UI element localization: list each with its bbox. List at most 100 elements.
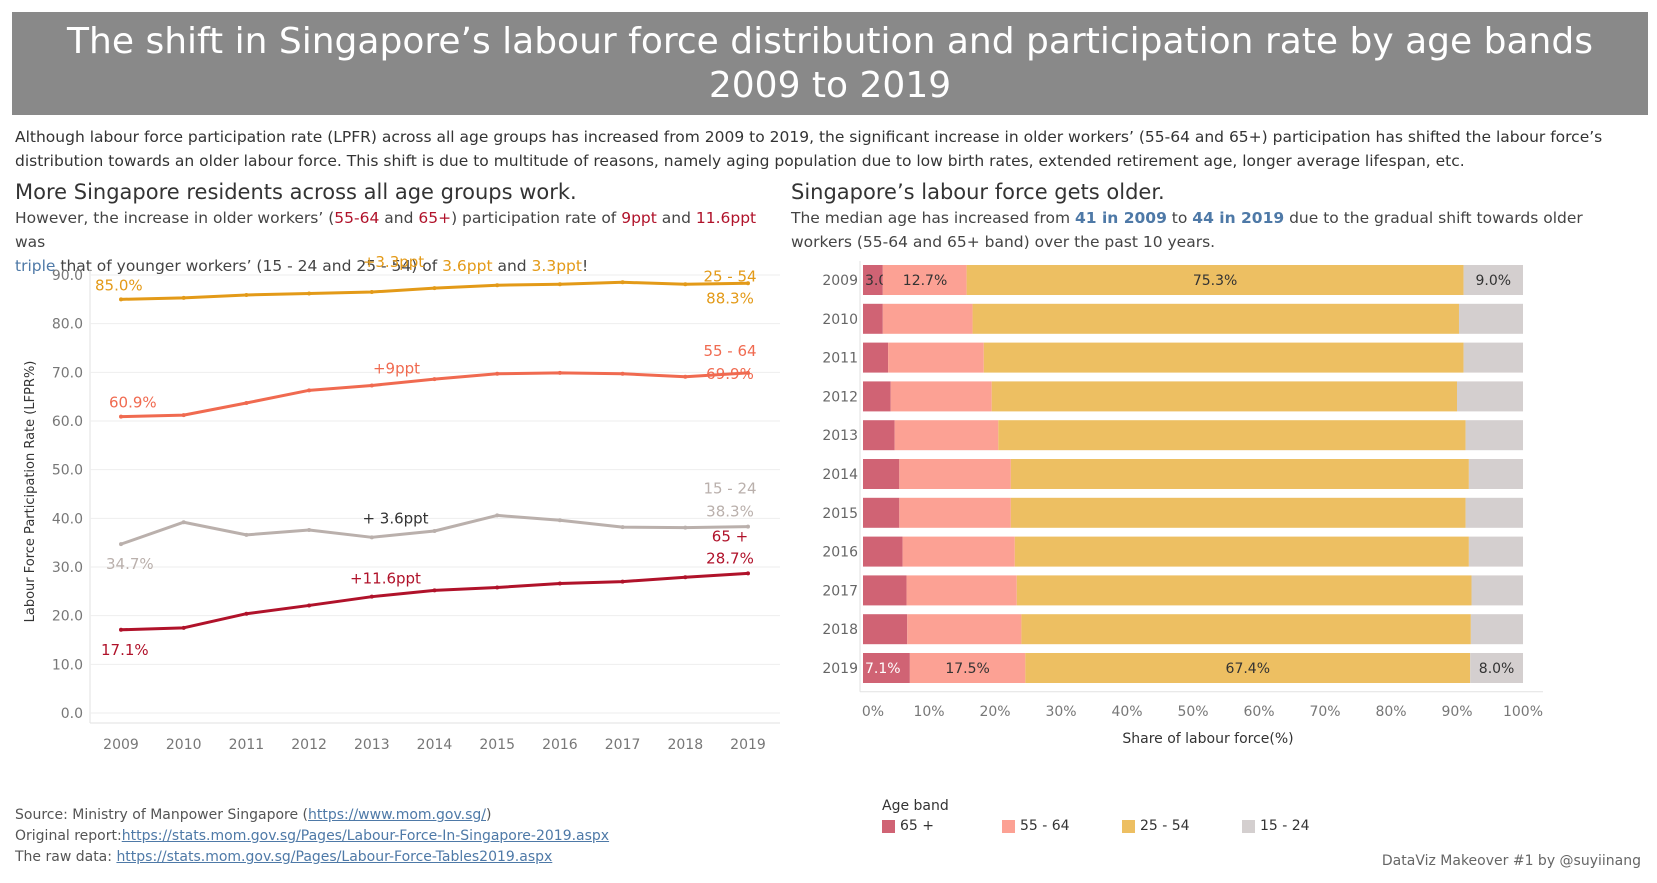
series-line-0 [120,280,749,301]
data-point [683,525,688,530]
subtitle-highlight: 3.6ppt [442,257,493,275]
bar-value-label: 17.5% [945,661,989,677]
x-tick-label: 0% [862,704,884,720]
x-tick-label: 90% [1441,704,1472,720]
data-point [620,280,625,285]
y-tick-label: 80.0 [52,317,83,333]
data-point [495,585,500,590]
data-point [746,281,750,286]
data-point [181,520,186,525]
data-point [307,388,312,393]
source-link-report[interactable]: https://stats.mom.gov.sg/Pages/Labour-Fo… [121,828,610,844]
end-value-label: 28.7% [706,549,754,567]
data-point [557,518,562,523]
legend-item: 55 - 64 [1002,818,1122,834]
source-link-mom[interactable]: https://www.mom.gov.sg/ [308,807,486,823]
x-tick-label: 80% [1375,704,1406,720]
legend-item: 65 + [882,818,1002,834]
end-value-label: 88.3% [706,289,754,307]
x-tick-label: 70% [1309,704,1340,720]
series-name-label: 15 - 24 [703,480,756,498]
bar-value-label: 7.1% [865,661,901,677]
bar-segment [863,303,883,334]
line-chart-title: More Singapore residents across all age … [15,180,577,204]
x-tick-label: 2018 [667,737,703,753]
data-point [181,413,186,418]
y-tick-label: 30.0 [52,560,83,576]
source-link-raw-data[interactable]: https://stats.mom.gov.sg/Pages/Labour-Fo… [116,849,553,865]
data-point [244,611,249,616]
source-text: ) [486,807,492,823]
bar-value-label: 9.0% [1476,273,1512,289]
bar-segment [907,614,1022,645]
y-tick-label: 50.0 [52,463,83,479]
x-tick-label: 2009 [103,737,139,753]
subtitle-text: ) participation rate of [451,209,622,227]
bar-segment [966,265,1464,295]
bar-segment [1471,575,1523,606]
data-point [181,625,186,630]
data-point [495,371,500,376]
bar-segment [1010,459,1469,489]
y-axis-title: Labour Force Participation Rate (LFPR%) [23,361,38,623]
y-tick-label: 90.0 [52,268,83,284]
x-tick-label: 20% [979,704,1010,720]
bar-segment [1465,497,1523,528]
data-point [557,370,562,375]
series-name-label: 55 - 64 [703,342,756,360]
y-tick-label: 2018 [822,622,858,638]
y-tick-label: 70.0 [52,365,83,381]
start-value-label: 17.1% [101,641,149,659]
change-label: +9ppt [373,359,420,377]
subtitle-text: was [15,233,46,251]
subtitle-highlight: 44 in 2019 [1192,209,1285,227]
data-point [119,627,123,632]
x-tick-label: 2012 [291,737,327,753]
y-tick-label: 2016 [822,545,858,561]
x-tick-label: 60% [1243,704,1274,720]
legend-swatch [1002,819,1015,833]
bar-segment [863,459,900,489]
data-point [683,575,688,580]
data-point [244,292,249,297]
data-point [746,524,750,529]
data-point [369,383,374,388]
x-tick-label: 2014 [417,737,453,753]
bar-segment [882,303,973,334]
bar-segment [1463,342,1523,373]
subtitle-text: workers (55-64 and 65+ band) over the pa… [791,233,1216,251]
subtitle-highlight: 9ppt [621,209,657,227]
start-value-label: 85.0% [95,276,143,294]
bar-segment [1458,303,1523,334]
data-point [369,535,374,540]
data-point [495,513,500,518]
data-point [683,374,688,379]
subtitle-highlight: 3.3ppt [531,257,582,275]
subtitle-highlight: 11.6ppt [695,209,757,227]
bar-value-label: 12.7% [903,273,947,289]
subtitle-text: to [1166,209,1193,227]
y-tick-label: 60.0 [52,414,83,430]
legend-item: 25 - 54 [1122,818,1242,834]
data-point [620,525,625,530]
y-tick-label: 2019 [822,661,858,677]
x-tick-label: 50% [1177,704,1208,720]
bar-chart-subtitle: The median age has increased from 41 in … [791,206,1651,254]
title-banner: The shift in Singapore’s labour force di… [12,12,1648,115]
legend-swatch [1242,819,1255,833]
x-tick-label: 2016 [542,737,578,753]
bar-segment [882,265,967,295]
source-text: The raw data: [15,849,117,865]
page-title-years: 2009 to 2019 [708,64,952,106]
data-point [620,579,625,584]
bar-segment [1014,536,1469,567]
bar-segment [888,342,984,373]
data-point [369,594,374,599]
change-label: + 3.6ppt [362,509,428,527]
series-name-label: 25 - 54 [703,267,756,285]
legend-swatch [1122,819,1135,833]
bar-segment [1463,265,1523,295]
legend-items: 65 + 55 - 64 25 - 54 15 - 24 [882,818,1362,834]
y-tick-label: 2013 [822,428,858,444]
source-text: Source: Ministry of Manpower Singapore ( [15,807,308,823]
